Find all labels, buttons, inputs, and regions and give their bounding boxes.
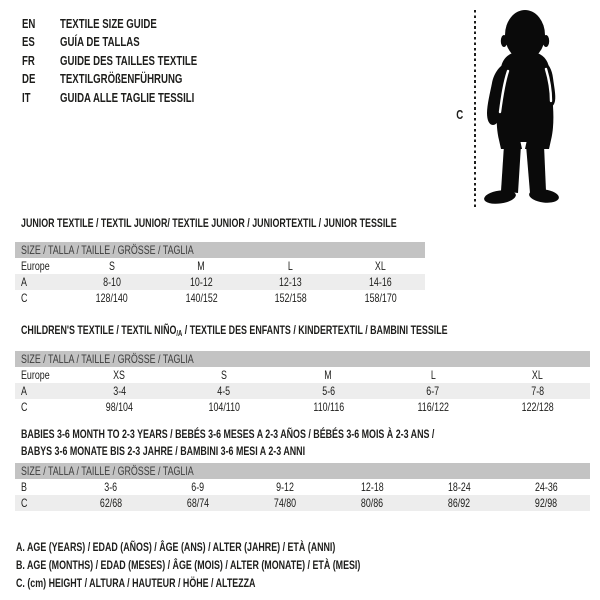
table-cell: 12-13	[279, 275, 303, 289]
lang-code: DE	[22, 71, 36, 87]
lang-label: TEXTILE SIZE GUIDE	[60, 15, 157, 31]
table-row-age: A 3-4 4-5 5-6 6-7 7-8	[15, 383, 590, 399]
table-row-europe: Europe S M L XL	[15, 258, 425, 274]
table-cell: 74/80	[273, 496, 297, 510]
lang-row-fr: FR GUIDE DES TAILLES TEXTILE	[22, 51, 245, 70]
table-cell: 86/92	[448, 496, 471, 510]
table-cell: S	[220, 368, 227, 382]
row-label: C	[21, 496, 28, 510]
row-label: Europe	[21, 368, 50, 382]
table-cell: 24-36	[535, 480, 558, 494]
table-cell: M	[324, 368, 333, 382]
lang-label: TEXTILGRÖßENFÜHRUNG	[60, 71, 183, 87]
babies-title-line2: BABYS 3-6 MONATE BIS 2-3 JAHRE / BAMBINI…	[21, 444, 306, 458]
table-cell: XL	[532, 368, 544, 382]
lang-row-es: ES GUÍA DE TALLAS	[22, 33, 245, 52]
language-title-list: EN TEXTILE SIZE GUIDE ES GUÍA DE TALLAS …	[22, 14, 245, 107]
table-cell: 6-7	[426, 384, 440, 398]
lang-code: EN	[22, 15, 36, 31]
table-row-age-months: B 3-6 6-9 9-12 12-18 18-24 24-36	[15, 479, 590, 495]
row-label: B	[21, 480, 27, 494]
lang-label: GUIDE DES TAILLES TEXTILE	[60, 52, 198, 68]
table-cell: 80/86	[360, 496, 384, 510]
table-row-europe: Europe XS S M L XL	[15, 367, 590, 383]
row-label: A	[21, 275, 27, 289]
size-header-bar: SIZE / TALLA / TAILLE / GRÖSSE / TAGLIA	[15, 351, 590, 367]
lang-code: IT	[22, 89, 31, 105]
row-label: A	[21, 384, 27, 398]
children-size-table: CHILDREN'S TEXTILE / TEXTIL NIÑO/A / TEX…	[15, 324, 590, 415]
height-dotted-line	[474, 10, 476, 209]
table-cell: 7-8	[531, 384, 545, 398]
table-cell: 104/110	[208, 400, 240, 414]
table-cell: 140/152	[185, 291, 218, 305]
table-cell: L	[288, 259, 294, 273]
table-cell: 62/68	[99, 496, 122, 510]
table-cell: 5-6	[322, 384, 335, 398]
footnote-age-years: A. AGE (YEARS) / EDAD (AÑOS) / ÂGE (ANS)…	[16, 540, 336, 554]
table-cell: 152/158	[274, 291, 307, 305]
lang-code: ES	[22, 34, 35, 50]
table-cell: 8-10	[102, 275, 121, 289]
lang-label: GUÍA DE TALLAS	[60, 34, 140, 50]
table-cell: XL	[374, 259, 386, 273]
table-cell: 158/170	[364, 291, 397, 305]
baby-silhouette-image	[484, 10, 559, 204]
size-header-bar: SIZE / TALLA / TAILLE / GRÖSSE / TAGLIA	[15, 242, 425, 258]
lang-label: GUIDA ALLE TAGLIE TESSILI	[60, 89, 195, 105]
babies-title-line1: BABIES 3-6 MONTH TO 2-3 YEARS / BEBÉS 3-…	[21, 427, 435, 441]
lang-code: FR	[22, 52, 35, 68]
row-label: C	[21, 400, 28, 414]
table-cell: 98/104	[105, 400, 133, 414]
junior-size-table: JUNIOR TEXTILE / TEXTIL JUNIOR/ TEXTILE …	[15, 217, 425, 306]
junior-table-title: JUNIOR TEXTILE / TEXTIL JUNIOR/ TEXTILE …	[21, 216, 397, 230]
table-cell: 4-5	[217, 384, 231, 398]
table-cell: 128/140	[95, 291, 128, 305]
table-row-age: A 8-10 10-12 12-13 14-16	[15, 274, 425, 290]
table-cell: L	[430, 368, 436, 382]
lang-row-de: DE TEXTILGRÖßENFÜHRUNG	[22, 70, 245, 89]
table-cell: 18-24	[447, 480, 471, 494]
table-cell: 9-12	[276, 480, 294, 494]
footnote-height-cm: C. (cm) HEIGHT / ALTURA / HAUTEUR / HÖHE…	[16, 576, 256, 590]
height-measure-label: C	[456, 107, 464, 122]
table-cell: 3-4	[112, 384, 126, 398]
lang-row-en: EN TEXTILE SIZE GUIDE	[22, 14, 245, 33]
table-cell: 6-9	[191, 480, 205, 494]
row-label: Europe	[21, 259, 50, 273]
table-cell: 10-12	[189, 275, 213, 289]
row-label: C	[21, 291, 28, 305]
table-cell: M	[197, 259, 205, 273]
size-header-bar: SIZE / TALLA / TAILLE / GRÖSSE / TAGLIA	[15, 463, 590, 479]
table-cell: 12-18	[360, 480, 384, 494]
table-row-height: C 62/68 68/74 74/80 80/86 86/92 92/98	[15, 495, 590, 511]
lang-row-it: IT GUIDA ALLE TAGLIE TESSILI	[22, 88, 245, 107]
children-table-title: CHILDREN'S TEXTILE / TEXTIL NIÑO/A / TEX…	[21, 323, 448, 339]
table-cell: 116/122	[417, 400, 449, 414]
babies-table-title: BABIES 3-6 MONTH TO 2-3 YEARS / BEBÉS 3-…	[21, 426, 590, 460]
footnote-legend: A. AGE (YEARS) / EDAD (AÑOS) / ÂGE (ANS)…	[16, 538, 481, 592]
table-cell: 14-16	[368, 275, 392, 289]
table-cell: 122/128	[521, 400, 554, 414]
table-cell: S	[108, 259, 115, 273]
table-cell: 110/116	[313, 400, 344, 414]
table-row-height: C 128/140 140/152 152/158 158/170	[15, 290, 425, 306]
table-cell: 68/74	[186, 496, 209, 510]
subscript-a: /A	[176, 329, 183, 338]
table-row-height: C 98/104 104/110 110/116 116/122 122/128	[15, 399, 590, 415]
table-cell: 3-6	[104, 480, 117, 494]
babies-size-table: BABIES 3-6 MONTH TO 2-3 YEARS / BEBÉS 3-…	[15, 426, 590, 511]
table-cell: 92/98	[535, 496, 558, 510]
table-cell: XS	[113, 368, 126, 382]
footnote-age-months: B. AGE (MONTHS) / EDAD (MESES) / ÂGE (MO…	[16, 558, 361, 572]
